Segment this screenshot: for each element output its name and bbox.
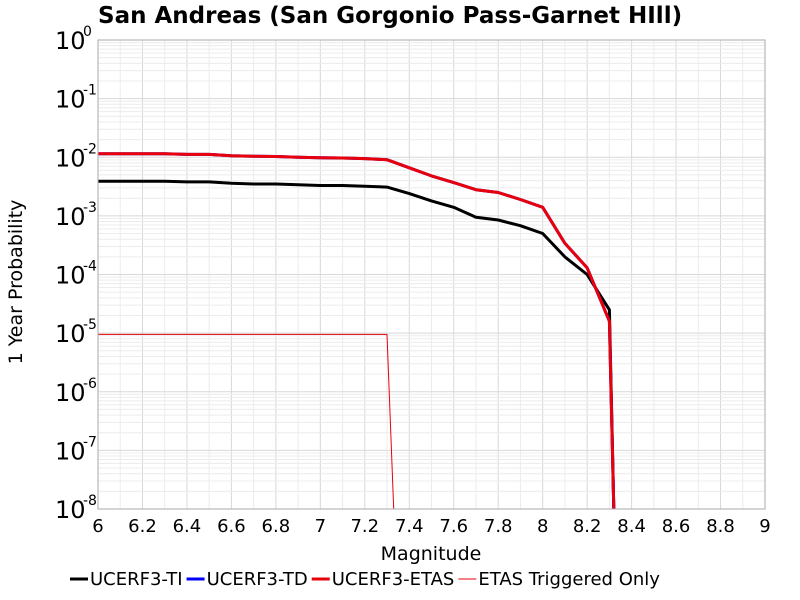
x-tick-label: 6.6 <box>217 516 246 537</box>
x-tick-label: 8 <box>537 516 548 537</box>
y-tick-label-exponent: -4 <box>83 259 97 275</box>
x-tick-label: 6.2 <box>128 516 157 537</box>
y-tick-label-base: 10 <box>55 496 86 524</box>
y-tick-label: 100 <box>55 24 92 55</box>
y-tick-label-exponent: 0 <box>83 24 92 40</box>
y-tick-label: 10-3 <box>55 200 97 231</box>
y-tick-label-exponent: -7 <box>83 434 97 450</box>
y-tick-label-exponent: -8 <box>83 493 97 509</box>
x-axis-label: Magnitude <box>381 543 482 565</box>
x-tick-label: 6.8 <box>262 516 291 537</box>
legend-label: UCERF3-ETAS <box>332 569 455 590</box>
plot-area-frame <box>97 39 766 510</box>
x-tick-label: 8.6 <box>662 516 691 537</box>
y-tick-label-exponent: -5 <box>83 317 97 333</box>
y-tick-label: 10-2 <box>55 141 97 172</box>
x-tick-label: 9 <box>759 516 770 537</box>
series-layer <box>98 152 616 510</box>
x-tick-label: 7.8 <box>484 516 513 537</box>
y-tick-label-exponent: -1 <box>83 83 97 99</box>
y-tick-label-base: 10 <box>55 379 86 407</box>
y-tick-label: 10-1 <box>55 83 97 114</box>
legend-label: ETAS Triggered Only <box>478 569 660 590</box>
x-tick-label: 7 <box>315 516 326 537</box>
y-tick-label: 10-4 <box>55 259 97 290</box>
legend-item-ucerf3-td: UCERF3-TD <box>186 569 308 590</box>
legend-item-ucerf3-etas: UCERF3-ETAS <box>311 569 455 590</box>
legend: UCERF3-TI UCERF3-TD UCERF3-ETAS ETAS Trigge… <box>70 569 660 590</box>
x-tick-label: 8.4 <box>617 516 646 537</box>
y-tick-label: 10-5 <box>55 317 97 348</box>
y-tick-label-base: 10 <box>55 320 86 348</box>
x-tick-label: 8.8 <box>706 516 735 537</box>
y-axis-label: 1 Year Probability <box>5 200 27 365</box>
y-tick-label: 10-7 <box>55 434 97 465</box>
y-tick-label: 10-6 <box>55 376 97 407</box>
chart-title: San Andreas (San Gorgonio Pass-Garnet HI… <box>98 3 682 29</box>
series-line-ucerf3-ti <box>98 179 616 510</box>
y-tick-label-exponent: -6 <box>83 376 97 392</box>
x-tick-label: 7.2 <box>350 516 379 537</box>
x-tick-label: 8.2 <box>573 516 602 537</box>
x-tick-label: 7.6 <box>439 516 468 537</box>
y-tick-label-base: 10 <box>55 144 86 172</box>
y-tick-label-base: 10 <box>55 27 86 55</box>
series-line-ucerf3-etas <box>98 152 616 510</box>
x-tick-label: 6 <box>92 516 103 537</box>
series-line-etas-triggered-only <box>98 333 395 510</box>
y-tick-label-exponent: -2 <box>83 141 97 157</box>
legend-label: UCERF3-TD <box>207 569 308 590</box>
y-tick-label-exponent: -3 <box>83 200 97 216</box>
x-tick-label: 7.4 <box>395 516 424 537</box>
y-tick-label-base: 10 <box>55 262 86 290</box>
y-tick-label-base: 10 <box>55 86 86 114</box>
y-tick-label-base: 10 <box>55 437 86 465</box>
x-tick-labels: 6 6.2 6.4 6.6 6.8 7 7.2 7.4 7.6 7.8 8 8.2 8.4 8.6 8.8 9 <box>92 516 770 537</box>
legend-label: UCERF3-TI <box>90 569 183 590</box>
legend-item-ucerf3-ti: UCERF3-TI <box>70 569 183 590</box>
y-tick-label-base: 10 <box>55 203 86 231</box>
y-tick-label: 10-8 <box>55 493 97 524</box>
legend-item-etas-triggered-only: ETAS Triggered Only <box>458 569 660 590</box>
x-tick-label: 6.4 <box>173 516 202 537</box>
